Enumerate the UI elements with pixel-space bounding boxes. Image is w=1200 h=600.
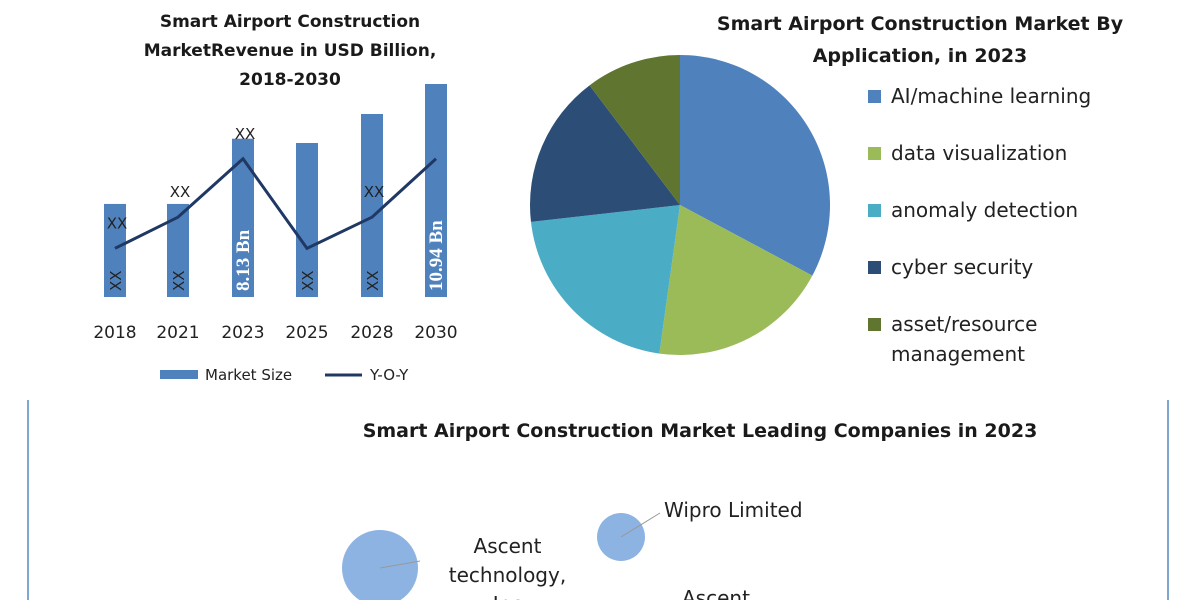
x-tick-label: 2030 [414,323,457,343]
bar [167,203,189,297]
bar [425,84,447,297]
legend-swatch [868,90,881,103]
legend-label: data visualization [891,141,1068,165]
leader-line [620,512,661,538]
legend-label: Market Size [205,366,292,384]
data-label: XX [107,270,125,291]
bubble-label: Ascent technology, Inc [448,534,567,600]
data-label: XX [235,125,256,143]
pie-slice [659,205,813,356]
bar [104,203,126,297]
legend-label: AI/machine learning [891,84,1092,108]
data-label: XX [364,183,385,201]
leader-line [379,560,421,569]
pie-slice [530,205,680,354]
bubble [342,530,418,600]
data-label: 8.13 Bn [233,229,254,291]
data-label: 10.94 Bn [426,220,447,291]
bar [232,138,254,297]
chart-title: Smart Airport Construction MarketRevenue… [143,12,437,90]
chart-title: Smart Airport Construction Market By App… [716,13,1124,67]
x-tick-label: 2018 [93,323,136,343]
bubble-label: Wipro Limited [664,498,803,522]
x-tick-label: 2025 [285,323,328,343]
data-label: XX [364,270,382,291]
legend-label: asset/resource management [891,312,1038,366]
data-label: XX [107,214,128,232]
x-tick-label: 2028 [350,323,393,343]
legend-item: anomaly detection [868,195,1098,225]
data-label: XX [299,270,317,291]
bubble-label: Ascent [682,586,750,600]
legend-item: cyber security [868,252,1098,282]
x-tick-label: 2023 [221,323,264,343]
legend-swatch [868,318,881,331]
legend-swatch [868,147,881,160]
legend-label: anomaly detection [891,198,1079,222]
x-tick-label: 2021 [156,323,199,343]
pie-slice [530,85,680,222]
legend-swatch [868,261,881,274]
chart-title: Smart Airport Construction Market Leadin… [362,420,1038,442]
legend-swatch [868,204,881,217]
line [114,156,438,251]
legend-item: data visualization [868,138,1098,168]
bar [296,142,318,297]
data-label: XX [170,270,188,291]
bar [361,113,383,297]
legend-item: asset/resource management [868,309,1098,369]
legend-label: cyber security [891,255,1034,279]
legend-item: AI/machine learning [868,81,1098,111]
pie-slice [680,55,830,276]
data-label: XX [170,183,191,201]
legend-swatch [160,370,198,379]
legend-label: Y-O-Y [369,366,409,384]
pie-slice [589,55,680,205]
